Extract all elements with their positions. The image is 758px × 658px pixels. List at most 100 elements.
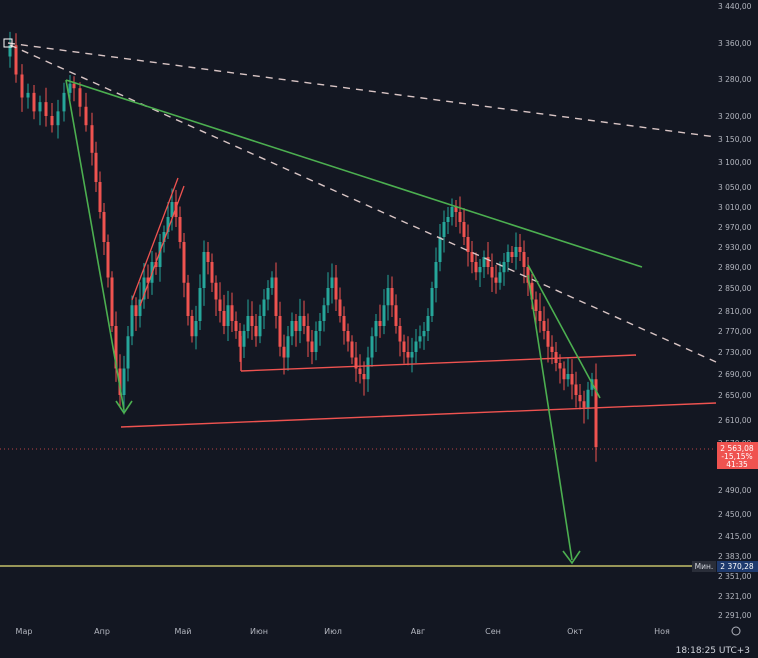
candle-body — [62, 92, 66, 112]
green-drop-line — [65, 79, 125, 411]
candle-body — [226, 305, 230, 326]
y-tick-label: 2 770,00 — [718, 327, 752, 336]
candle-body — [470, 252, 474, 262]
y-tick-label: 3 280,00 — [718, 75, 752, 84]
candle-body — [338, 299, 342, 316]
bottom-bar — [0, 646, 758, 658]
candle-body — [26, 92, 30, 98]
candle-body — [414, 341, 418, 352]
candle-body — [410, 352, 414, 358]
min-tag-label: Мин. — [695, 562, 714, 571]
candle-body — [498, 272, 502, 283]
y-tick-label: 3 050,00 — [718, 183, 752, 192]
candle-body — [78, 88, 82, 107]
candle-body — [546, 331, 550, 347]
y-tick-label: 2 610,00 — [718, 416, 752, 425]
candle-body — [170, 202, 174, 217]
candle-body — [202, 252, 206, 288]
last-price-countdown: 41:35 — [726, 460, 748, 469]
y-tick-label: 2 850,00 — [718, 284, 752, 293]
candle-body — [322, 305, 326, 321]
y-tick-label: 2 970,00 — [718, 223, 752, 232]
red-support-line-upper — [240, 354, 637, 372]
candle-body — [478, 267, 482, 273]
candle-body — [446, 217, 450, 222]
y-tick-label: 2 690,00 — [718, 370, 752, 379]
candle-body — [454, 207, 458, 212]
candle-body — [402, 341, 406, 352]
candle-body — [290, 321, 294, 337]
candle-body — [554, 352, 558, 363]
clock-readout: 18:18:25 UTC+3 — [675, 646, 750, 656]
candle-body — [518, 247, 522, 252]
candle-body — [406, 352, 410, 358]
y-tick-label: 2 291,00 — [718, 611, 752, 620]
candle-body — [44, 102, 48, 116]
candle-body — [214, 282, 218, 300]
candle-body — [242, 331, 246, 347]
candle-body — [68, 83, 72, 93]
candle-body — [306, 326, 310, 342]
candle-body — [362, 374, 366, 380]
candle-body — [550, 346, 554, 352]
candle-body — [310, 341, 314, 352]
candle-body — [182, 242, 186, 283]
candle-body — [314, 331, 318, 352]
candle-body — [102, 212, 106, 242]
candle-body — [234, 321, 238, 331]
top-marker — [3, 38, 13, 48]
candle-body — [278, 316, 282, 347]
candle-body — [494, 277, 498, 283]
y-tick-label: 2 321,00 — [718, 592, 752, 601]
candle-body — [8, 45, 12, 57]
candle-body — [186, 282, 190, 316]
y-tick-label: 3 010,00 — [718, 203, 752, 212]
candle-body — [218, 299, 222, 311]
candle-body — [418, 336, 422, 342]
candle-body — [594, 379, 598, 448]
candle-body — [346, 331, 350, 342]
candle-body — [390, 288, 394, 306]
candle-body — [118, 368, 122, 395]
x-tick-label: Авг — [411, 627, 425, 636]
y-tick-label: 2 383,00 — [718, 552, 752, 561]
candle-body — [354, 357, 358, 369]
candle-body — [110, 277, 114, 326]
x-tick-label: Июл — [324, 627, 342, 636]
x-tick-label: Май — [174, 627, 191, 636]
candle-body — [394, 305, 398, 326]
y-tick-label: 2 810,00 — [718, 307, 752, 316]
candle-body — [438, 237, 442, 262]
min-value-label: 2 370,28 — [720, 562, 754, 571]
min-value-box — [717, 561, 758, 572]
candle-body — [442, 222, 446, 237]
candle-body — [558, 363, 562, 369]
candle-body — [38, 102, 42, 112]
candle-body — [578, 395, 582, 402]
y-tick-label: 3 150,00 — [718, 135, 752, 144]
candle-body — [570, 374, 574, 385]
candle-body — [466, 237, 470, 252]
candle-body — [582, 401, 586, 408]
settings-icon — [731, 626, 741, 636]
candle-body — [350, 341, 354, 358]
candle-body — [538, 311, 542, 321]
candle-body — [158, 242, 162, 267]
y-tick-label: 3 100,00 — [718, 158, 752, 167]
x-tick-label: Окт — [567, 627, 583, 636]
candle-body — [298, 316, 302, 331]
candle-body — [430, 288, 434, 316]
candle-body — [246, 316, 250, 331]
candle-body — [190, 316, 194, 337]
candle-body — [98, 182, 102, 212]
candle-body — [286, 336, 290, 358]
y-tick-label: 2 450,00 — [718, 510, 752, 519]
candle-body — [142, 277, 146, 300]
y-tick-label: 2 650,00 — [718, 391, 752, 400]
candle-body — [426, 316, 430, 331]
candle-body — [56, 111, 60, 126]
candle-body — [178, 217, 182, 242]
candle-body — [522, 252, 526, 267]
